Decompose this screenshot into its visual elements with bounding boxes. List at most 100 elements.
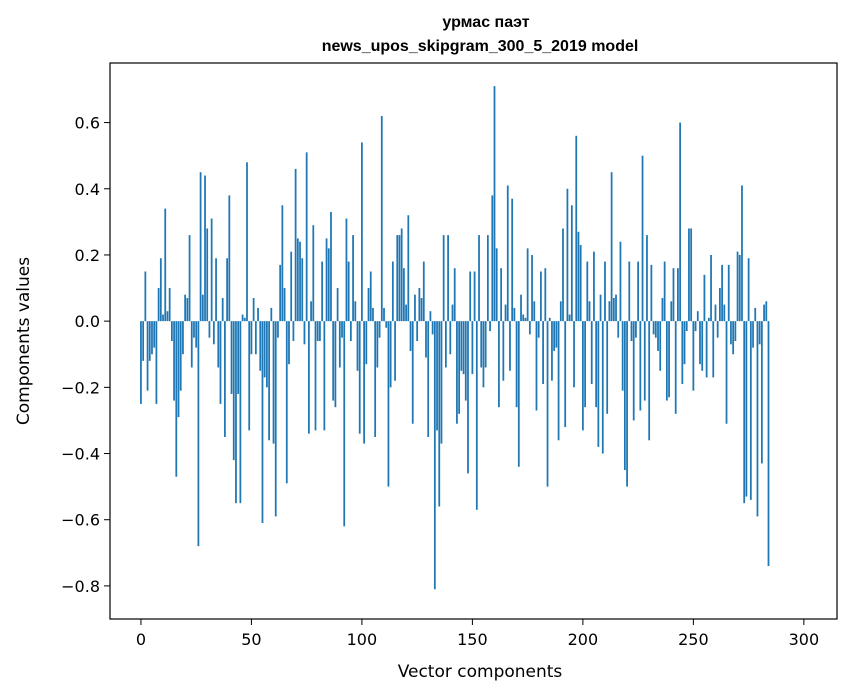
y-tick-label: 0.4 [75, 180, 100, 199]
bar [447, 235, 449, 322]
bar [654, 321, 657, 338]
bar [741, 185, 743, 322]
bar [325, 238, 328, 322]
bar [502, 321, 505, 381]
bar [288, 321, 290, 365]
bar [210, 218, 213, 322]
bar [725, 321, 728, 424]
bar [239, 321, 242, 504]
bar [460, 321, 463, 371]
bar [358, 321, 361, 434]
bar [188, 235, 191, 322]
bar [491, 195, 494, 322]
bar [531, 254, 533, 322]
bar [617, 321, 620, 338]
bar [623, 321, 626, 471]
bar [467, 321, 469, 474]
bar [745, 321, 748, 497]
bar [400, 228, 403, 322]
bar [705, 321, 708, 378]
bar [420, 297, 423, 322]
bar [520, 294, 522, 322]
y-tick-label: 0.6 [75, 114, 100, 133]
bar [533, 301, 536, 322]
bar [241, 314, 244, 322]
bar [522, 314, 525, 322]
bar [674, 321, 677, 414]
bar [515, 321, 518, 408]
bar [478, 235, 480, 322]
bar [489, 321, 491, 332]
bar [250, 321, 253, 355]
bar [635, 321, 637, 338]
bar [208, 321, 211, 338]
bar [701, 321, 704, 371]
bar [303, 321, 306, 345]
bar [349, 321, 352, 341]
bar [438, 321, 441, 507]
bar [442, 235, 445, 322]
bar [389, 321, 392, 388]
y-tick-label: −0.4 [61, 445, 100, 464]
bar [199, 172, 202, 322]
bar [391, 261, 394, 322]
bar [285, 321, 288, 484]
bar [398, 235, 401, 322]
bar [444, 321, 447, 368]
bar [730, 321, 732, 345]
y-tick-label: 0.0 [75, 312, 100, 331]
bar [559, 301, 562, 322]
bar [272, 321, 275, 444]
bar [513, 307, 516, 322]
bar [449, 321, 452, 355]
bar [688, 228, 690, 322]
bar [182, 321, 184, 355]
bar [683, 321, 686, 365]
bar [500, 268, 503, 322]
bar [582, 321, 584, 431]
bar [486, 235, 489, 322]
bar [321, 261, 324, 322]
y-tick-label: 0.2 [75, 246, 100, 265]
bar [630, 321, 633, 341]
bar [221, 297, 224, 322]
bar [414, 294, 416, 322]
bar [677, 268, 679, 322]
bar [566, 188, 569, 322]
bar [699, 321, 701, 365]
bar [219, 321, 222, 404]
bar [628, 261, 631, 322]
bar [407, 215, 410, 322]
bar [685, 321, 688, 332]
bar [462, 321, 465, 375]
bar [557, 321, 560, 441]
bar [341, 321, 343, 338]
bar [310, 301, 312, 322]
bar [217, 321, 220, 368]
bar [544, 268, 547, 322]
bar [177, 321, 180, 418]
bar [356, 321, 359, 371]
bar [524, 317, 527, 322]
bar [546, 321, 549, 487]
bar [453, 268, 456, 322]
bar [387, 321, 390, 487]
bar [458, 321, 461, 414]
bar [756, 321, 759, 517]
bar [440, 321, 443, 444]
bar [615, 294, 617, 322]
bar [345, 218, 348, 322]
bar [727, 264, 730, 322]
bar [469, 271, 472, 322]
bar [608, 301, 611, 322]
bar [232, 321, 235, 461]
bar [480, 321, 483, 368]
bar [716, 321, 719, 338]
bar [732, 321, 735, 355]
bar [493, 86, 496, 322]
bar [661, 297, 664, 322]
bar [363, 321, 365, 444]
bar [411, 321, 414, 424]
bar [665, 321, 668, 401]
bar [604, 261, 606, 322]
